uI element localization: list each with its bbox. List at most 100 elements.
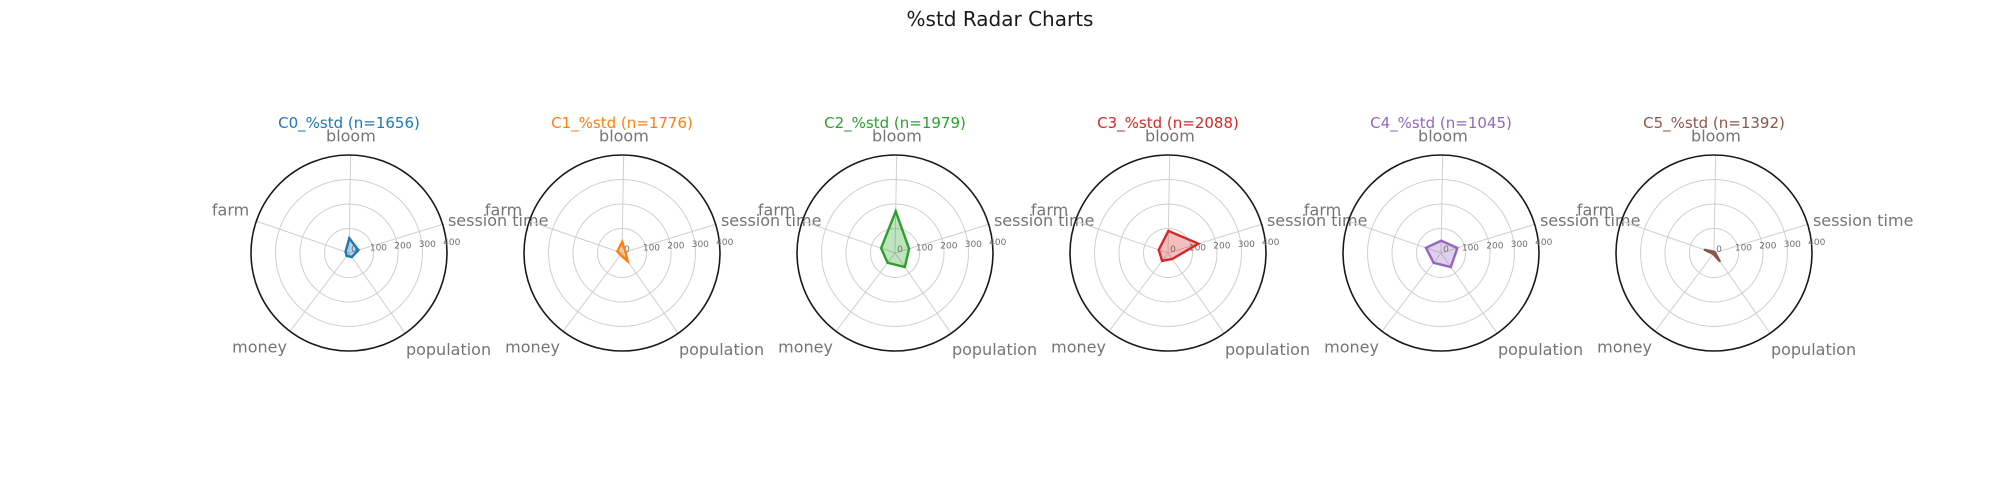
data-point xyxy=(1424,246,1428,250)
axis-label: money xyxy=(505,338,560,357)
radar-chart-0: C0_%std (n=1656) 0 100 200 300 400 session tim… xyxy=(212,114,549,359)
radial-tick-label: 0 xyxy=(1170,245,1176,255)
radar-chart-2: C2_%std (n=1979) 0 100 200 300 400 session tim… xyxy=(758,114,1095,359)
data-point xyxy=(1440,239,1443,242)
chart-title: C3_%std (n=2088) xyxy=(1097,114,1239,133)
axis-label: session time xyxy=(1813,211,1913,230)
data-polygon-4 xyxy=(1424,239,1459,269)
axis-label: session time xyxy=(721,211,821,230)
axis-spoke xyxy=(1713,223,1808,254)
axis-spoke xyxy=(1713,155,1717,254)
axis-label: population xyxy=(1771,340,1856,359)
axis-label: money xyxy=(1324,338,1379,357)
radial-tick-label: 0 xyxy=(897,245,903,255)
data-point xyxy=(1712,250,1716,253)
radial-tick-label: 100 xyxy=(370,243,387,253)
chart-title: C1_%std (n=1776) xyxy=(551,114,693,133)
data-point xyxy=(1167,229,1170,233)
grid-ring xyxy=(572,203,672,303)
chart-title: C2_%std (n=1979) xyxy=(824,114,966,133)
data-point xyxy=(1432,261,1435,264)
axis-label: population xyxy=(406,340,491,359)
radial-tick-label: 400 xyxy=(716,238,733,248)
axis-label: bloom xyxy=(326,126,376,145)
radial-tick-label: 300 xyxy=(1238,240,1255,250)
axis-spoke xyxy=(562,252,623,332)
data-point xyxy=(620,240,624,244)
radar-frame xyxy=(1615,154,1813,352)
radial-tick-label: 400 xyxy=(1535,238,1552,248)
radial-tick-label: 200 xyxy=(1486,242,1503,252)
radial-tick-label: 100 xyxy=(1735,243,1752,253)
radial-tick-label: 400 xyxy=(1808,238,1825,248)
radial-tick-label: 0 xyxy=(624,245,630,255)
radial-tick-label: 100 xyxy=(1462,243,1479,253)
radar-chart-3: C3_%std (n=2088) 0 100 200 300 400 session tim… xyxy=(1031,114,1368,359)
axis-spoke xyxy=(1167,223,1262,254)
radial-tick-label: 100 xyxy=(916,243,933,253)
axis-spoke xyxy=(835,252,896,332)
axis-label: money xyxy=(1051,338,1106,357)
axis-spoke xyxy=(1167,252,1225,334)
radar-frame xyxy=(796,154,994,352)
radial-tick-label: 200 xyxy=(667,242,684,252)
axis-label: session time xyxy=(448,211,548,230)
axis-spoke xyxy=(1108,252,1169,332)
grid-ring xyxy=(1094,179,1242,327)
radial-tick-label: 300 xyxy=(965,240,982,250)
data-point xyxy=(1449,265,1453,269)
axis-spoke xyxy=(1621,220,1715,254)
axis-label: farm xyxy=(212,200,249,219)
axis-label: farm xyxy=(758,200,795,219)
data-point xyxy=(345,254,348,258)
axis-spoke xyxy=(621,252,679,334)
data-point xyxy=(624,250,627,254)
data-point xyxy=(1157,248,1160,252)
data-point xyxy=(903,265,907,269)
axis-label: population xyxy=(1225,340,1310,359)
radial-tick-label: 200 xyxy=(1213,242,1230,252)
axis-label: bloom xyxy=(872,126,922,145)
axis-spoke xyxy=(621,223,716,254)
data-polygon-1 xyxy=(615,238,630,265)
radial-tick-label: 300 xyxy=(1784,240,1801,250)
axis-spoke xyxy=(1713,252,1771,334)
axis-label: population xyxy=(1498,340,1583,359)
axis-label: session time xyxy=(1267,211,1367,230)
data-point xyxy=(619,253,622,257)
data-point xyxy=(894,210,897,213)
radial-tick-label: 400 xyxy=(443,238,460,248)
axis-spoke xyxy=(529,220,623,254)
data-point xyxy=(626,259,629,263)
chart-title: C0_%std (n=1656) xyxy=(278,114,420,133)
grid-ring xyxy=(299,203,399,303)
grid-ring xyxy=(845,203,945,303)
axis-spoke xyxy=(1654,252,1715,332)
radar-frame xyxy=(250,154,448,352)
axis-label: farm xyxy=(1031,200,1068,219)
axis-label: bloom xyxy=(1418,126,1468,145)
data-point xyxy=(907,247,911,250)
axis-spoke xyxy=(621,155,625,254)
axis-spoke xyxy=(1440,155,1444,254)
data-point xyxy=(357,248,360,252)
axis-label: farm xyxy=(485,200,522,219)
grid-ring xyxy=(1391,203,1491,303)
data-point xyxy=(1712,252,1715,256)
chart-title: C5_%std (n=1392) xyxy=(1643,114,1785,133)
axis-spoke xyxy=(1381,252,1442,332)
radar-chart-1: C1_%std (n=1776) 0 100 200 300 400 session tim… xyxy=(485,114,822,359)
axis-label: farm xyxy=(1577,200,1614,219)
axis-label: bloom xyxy=(1691,126,1741,145)
data-point xyxy=(879,247,883,250)
axis-label: money xyxy=(232,338,287,357)
radial-tick-label: 300 xyxy=(692,240,709,250)
data-polygon-0 xyxy=(344,235,360,259)
radial-tick-label: 200 xyxy=(1759,242,1776,252)
data-polygon-3 xyxy=(1157,229,1202,263)
radial-tick-label: 100 xyxy=(643,243,660,253)
radar-chart-5: C5_%std (n=1392) 0 100 200 300 400 session tim… xyxy=(1577,114,1914,359)
grid-ring xyxy=(821,179,969,327)
data-point xyxy=(1197,242,1200,245)
